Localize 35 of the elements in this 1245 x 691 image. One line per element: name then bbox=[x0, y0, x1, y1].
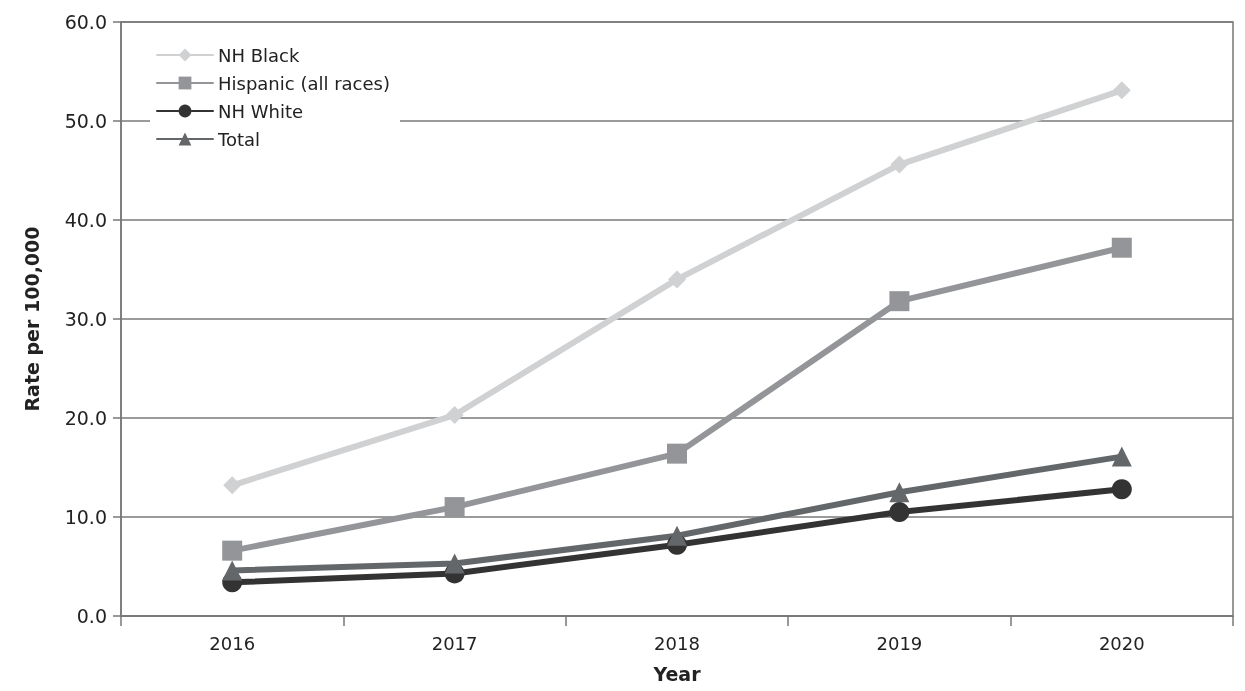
point bbox=[445, 406, 464, 425]
point bbox=[668, 270, 686, 289]
point bbox=[890, 155, 909, 174]
legend-label: Hispanic (all races) bbox=[218, 72, 390, 94]
point bbox=[444, 553, 465, 574]
point bbox=[889, 502, 910, 523]
point bbox=[1112, 81, 1131, 100]
point bbox=[889, 482, 910, 503]
y-tick-label: 40.0 bbox=[64, 209, 107, 231]
y-tick-label: 20.0 bbox=[64, 407, 107, 429]
point bbox=[889, 291, 910, 312]
point bbox=[667, 525, 687, 546]
x-tick-label: 2019 bbox=[876, 632, 923, 654]
y-tick-label: 50.0 bbox=[64, 110, 107, 132]
point bbox=[1111, 237, 1132, 258]
point bbox=[444, 497, 465, 518]
x-tick-label: 2018 bbox=[654, 632, 700, 654]
legend-label: NH White bbox=[218, 100, 304, 122]
point bbox=[667, 443, 687, 464]
x-axis-title: Year bbox=[652, 662, 702, 685]
y-axis-title: Rate per 100,000 bbox=[20, 226, 43, 412]
point bbox=[222, 540, 243, 561]
x-tick-label: 2017 bbox=[431, 632, 478, 654]
point bbox=[1111, 446, 1132, 467]
x-tick-label: 2016 bbox=[209, 632, 256, 654]
y-tick-label: 60.0 bbox=[64, 11, 107, 33]
y-tick-label: 0.0 bbox=[76, 605, 107, 627]
point bbox=[1111, 479, 1132, 500]
point bbox=[223, 476, 242, 495]
legend-label: Total bbox=[217, 128, 261, 150]
legend-label: NH Black bbox=[218, 44, 300, 66]
y-tick-label: 10.0 bbox=[64, 506, 107, 528]
x-tick-label: 2020 bbox=[1098, 632, 1145, 654]
y-tick-label: 30.0 bbox=[64, 308, 107, 330]
point bbox=[222, 560, 243, 581]
